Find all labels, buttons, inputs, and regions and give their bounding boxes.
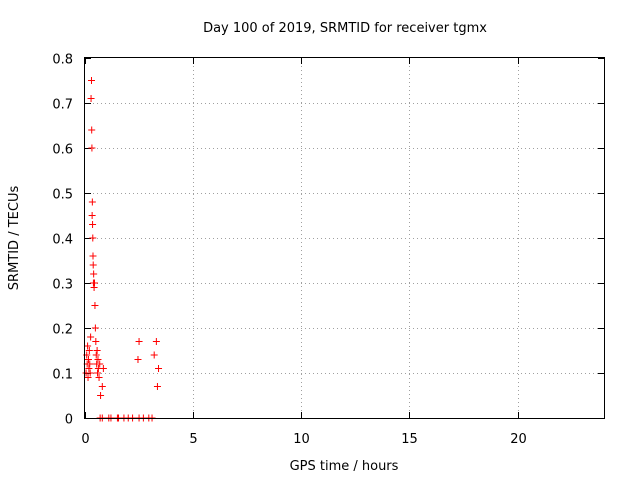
- data-point: [134, 356, 142, 363]
- chart-title: Day 100 of 2019, SRMTID for receiver tgm…: [203, 21, 487, 36]
- data-point: [84, 356, 92, 363]
- data-point: [91, 279, 99, 287]
- x-tick-label: 15: [401, 432, 418, 447]
- data-point: [93, 347, 101, 354]
- data-point: [91, 302, 99, 309]
- data-point: [97, 392, 105, 399]
- y-tick-label: 0.7: [52, 98, 73, 113]
- data-point: [85, 365, 93, 372]
- data-point: [94, 369, 102, 377]
- data-point: [89, 252, 97, 260]
- data-point: [84, 374, 92, 381]
- plot-frame: [84, 57, 605, 419]
- data-point: [87, 95, 95, 102]
- data-point: [91, 324, 99, 332]
- data-point: [89, 261, 97, 269]
- data-point: [94, 356, 102, 363]
- y-axis-label: SRMTID / TECUs: [7, 186, 22, 291]
- data-point: [92, 351, 100, 359]
- data-point: [90, 270, 98, 278]
- data-point: [88, 198, 96, 206]
- data-point: [99, 365, 107, 372]
- data-point: [84, 342, 92, 350]
- y-tick-label: 0: [65, 413, 73, 428]
- data-point: [155, 365, 163, 372]
- data-point: [150, 351, 158, 359]
- data-point: [92, 338, 100, 345]
- x-tick-label: 20: [510, 432, 527, 447]
- data-point: [89, 234, 97, 242]
- y-tick-label: 0.6: [52, 143, 73, 158]
- x-tick-label: 5: [189, 432, 197, 447]
- data-point: [95, 374, 103, 381]
- data-point: [88, 126, 96, 134]
- y-tick-label: 0.1: [52, 368, 73, 383]
- y-tick-label: 0.2: [52, 323, 73, 338]
- data-point: [87, 77, 95, 84]
- y-tick-label: 0.4: [52, 233, 73, 248]
- x-tick-label: 10: [293, 432, 310, 447]
- data-point: [96, 360, 104, 368]
- data-point: [85, 347, 93, 354]
- data-point: [88, 212, 96, 219]
- y-tick-label: 0.5: [52, 188, 73, 203]
- axis-ticks: 0 5 10 15 20 0 0.1 0.2 0.3 0.4 0.5 0.6 0.7 0.8: [52, 53, 604, 447]
- x-tick-label: 0: [81, 432, 89, 447]
- data-point: [152, 338, 160, 345]
- data-point: [86, 369, 94, 377]
- y-tick-label: 0.8: [52, 53, 73, 68]
- data-point: [89, 221, 97, 228]
- data-point: [86, 360, 94, 368]
- data-point: [135, 338, 143, 345]
- data-point: [98, 383, 106, 390]
- y-tick-label: 0.3: [52, 278, 73, 293]
- data-point: [87, 333, 95, 341]
- data-point: [88, 144, 96, 152]
- x-axis-label: GPS time / hours: [290, 459, 399, 474]
- grid: [85, 58, 604, 418]
- data-points: [82, 77, 163, 422]
- data-point: [153, 383, 161, 390]
